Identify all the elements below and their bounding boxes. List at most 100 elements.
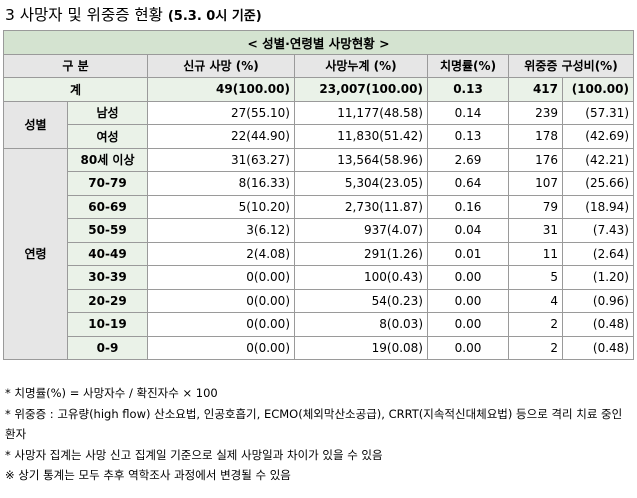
age-row-label: 10-19 bbox=[67, 312, 148, 337]
cum-deaths-cell: 13,564(58.96) bbox=[294, 147, 428, 172]
title-main: 3 사망자 및 위중증 현황 bbox=[5, 6, 163, 24]
fatality-cell: 2.69 bbox=[427, 147, 509, 172]
sex-row: 성별 남성 27(55.10) 11,177(48.58) 0.14 239 (57.31) bbox=[3, 100, 634, 149]
header-group: 구 분 bbox=[3, 53, 148, 78]
death-stats-table: < 성별·연령별 사망현황 > 구 분 신규 사망 (%) 사망누계 (%) 치… bbox=[3, 30, 634, 360]
cum-deaths-cell: 11,177(48.58) bbox=[294, 100, 428, 125]
sex-row: 여성 22(44.90) 11,830(51.42) 0.13 178 (42.69) bbox=[4, 124, 634, 149]
age-row: 20-29 0(0.00) 54(0.23) 0.00 4 (0.96) bbox=[4, 288, 634, 313]
critical-pct-cell: (25.66) bbox=[562, 171, 634, 196]
critical-count-cell: 11 bbox=[508, 241, 563, 266]
total-row: 계 49(100.00) 23,007(100.00) 0.13 417 (10… bbox=[3, 77, 634, 102]
total-label: 계 bbox=[3, 77, 148, 102]
critical-count-cell: 5 bbox=[508, 265, 563, 290]
age-row-label: 50-59 bbox=[67, 218, 148, 243]
critical-pct-cell: (1.20) bbox=[562, 265, 634, 290]
age-row: 30-39 0(0.00) 100(0.43) 0.00 5 (1.20) bbox=[4, 265, 634, 290]
footnote: ※ 상기 통계는 모두 추후 역학조사 과정에서 변경될 수 있음 bbox=[5, 468, 291, 482]
new-deaths-cell: 22(44.90) bbox=[147, 124, 295, 149]
critical-pct-cell: (42.69) bbox=[562, 124, 634, 149]
page-title: 3 사망자 및 위중증 현황 (5.3. 0시 기준) bbox=[5, 3, 262, 27]
critical-count-cell: 107 bbox=[508, 171, 563, 196]
total-new: 49(100.00) bbox=[147, 77, 295, 102]
cum-deaths-cell: 937(4.07) bbox=[294, 218, 428, 243]
age-row: 40-49 2(4.08) 291(1.26) 0.01 11 (2.64) bbox=[4, 241, 634, 266]
cum-deaths-cell: 11,830(51.42) bbox=[294, 124, 428, 149]
total-critical-count: 417 bbox=[508, 77, 563, 102]
fatality-cell: 0.04 bbox=[427, 218, 509, 243]
table-header-row: 구 분 신규 사망 (%) 사망누계 (%) 치명률(%) 위중증 구성비(%) bbox=[3, 53, 634, 78]
age-row: 50-59 3(6.12) 937(4.07) 0.04 31 (7.43) bbox=[4, 218, 634, 243]
header-fatality: 치명률(%) bbox=[427, 53, 509, 78]
cum-deaths-cell: 100(0.43) bbox=[294, 265, 428, 290]
critical-pct-cell: (0.96) bbox=[562, 288, 634, 313]
age-group-label: 연령 bbox=[3, 147, 68, 360]
fatality-cell: 0.14 bbox=[427, 100, 509, 125]
age-row: 연령 80세 이상 31(63.27) 13,564(58.96) 2.69 176 (42… bbox=[3, 147, 634, 360]
new-deaths-cell: 5(10.20) bbox=[147, 194, 295, 219]
header-critical: 위중증 구성비(%) bbox=[508, 53, 634, 78]
cum-deaths-cell: 19(0.08) bbox=[294, 335, 428, 360]
critical-pct-cell: (18.94) bbox=[562, 194, 634, 219]
critical-pct-cell: (42.21) bbox=[562, 147, 634, 172]
new-deaths-cell: 31(63.27) bbox=[147, 147, 295, 172]
age-row: 70-79 8(16.33) 5,304(23.05) 0.64 107 (25.66) bbox=[4, 171, 634, 196]
footnote: * 치명률(%) = 사망자수 / 확진자수 × 100 bbox=[5, 386, 218, 400]
new-deaths-cell: 0(0.00) bbox=[147, 265, 295, 290]
sex-group-label: 성별 bbox=[3, 100, 68, 149]
age-row-label: 20-29 bbox=[67, 288, 148, 313]
new-deaths-cell: 8(16.33) bbox=[147, 171, 295, 196]
fatality-cell: 0.00 bbox=[427, 265, 509, 290]
table-caption: < 성별·연령별 사망현황 > bbox=[3, 30, 634, 55]
new-deaths-cell: 27(55.10) bbox=[147, 100, 295, 125]
footnote: * 사망자 집계는 사망 신고 집계일 기준으로 실제 사망일과 차이가 있을 … bbox=[5, 447, 383, 462]
critical-count-cell: 176 bbox=[508, 147, 563, 172]
fatality-cell: 0.00 bbox=[427, 312, 509, 337]
footnotes: * 치명률(%) = 사망자수 / 확진자수 × 100 * 위중증 : 고유량… bbox=[5, 383, 633, 486]
age-row: 10-19 0(0.00) 8(0.03) 0.00 2 (0.48) bbox=[4, 312, 634, 337]
fatality-cell: 0.64 bbox=[427, 171, 509, 196]
age-row-label: 30-39 bbox=[67, 265, 148, 290]
age-row-label: 40-49 bbox=[67, 241, 148, 266]
critical-pct-cell: (7.43) bbox=[562, 218, 634, 243]
cum-deaths-cell: 291(1.26) bbox=[294, 241, 428, 266]
title-date: (5.3. 0시 기준) bbox=[167, 9, 262, 24]
fatality-cell: 0.00 bbox=[427, 288, 509, 313]
critical-count-cell: 2 bbox=[508, 312, 563, 337]
new-deaths-cell: 0(0.00) bbox=[147, 335, 295, 360]
fatality-cell: 0.13 bbox=[427, 124, 509, 149]
age-row-label: 0-9 bbox=[67, 335, 148, 360]
new-deaths-cell: 0(0.00) bbox=[147, 312, 295, 337]
new-deaths-cell: 2(4.08) bbox=[147, 241, 295, 266]
footnote: * 위중증 : 고유량(high flow) 산소요법, 인공호흡기, ECMO… bbox=[5, 406, 623, 442]
cum-deaths-cell: 5,304(23.05) bbox=[294, 171, 428, 196]
total-critical-pct: (100.00) bbox=[562, 77, 634, 102]
critical-count-cell: 4 bbox=[508, 288, 563, 313]
cum-deaths-cell: 8(0.03) bbox=[294, 312, 428, 337]
cum-deaths-cell: 2,730(11.87) bbox=[294, 194, 428, 219]
fatality-cell: 0.01 bbox=[427, 241, 509, 266]
critical-count-cell: 79 bbox=[508, 194, 563, 219]
table-caption-row: < 성별·연령별 사망현황 > bbox=[3, 30, 634, 55]
critical-count-cell: 31 bbox=[508, 218, 563, 243]
critical-pct-cell: (0.48) bbox=[562, 335, 634, 360]
total-cum: 23,007(100.00) bbox=[294, 77, 428, 102]
total-fatality: 0.13 bbox=[427, 77, 509, 102]
age-row-label: 70-79 bbox=[67, 171, 148, 196]
fatality-cell: 0.16 bbox=[427, 194, 509, 219]
age-row-label: 80세 이상 bbox=[67, 147, 148, 172]
header-cum-deaths: 사망누계 (%) bbox=[294, 53, 428, 78]
header-new-deaths: 신규 사망 (%) bbox=[147, 53, 295, 78]
sex-row-label: 여성 bbox=[67, 124, 148, 149]
critical-count-cell: 178 bbox=[508, 124, 563, 149]
critical-count-cell: 239 bbox=[508, 100, 563, 125]
critical-pct-cell: (57.31) bbox=[562, 100, 634, 125]
age-row: 0-9 0(0.00) 19(0.08) 0.00 2 (0.48) bbox=[4, 335, 634, 360]
critical-pct-cell: (0.48) bbox=[562, 312, 634, 337]
sex-row-label: 남성 bbox=[67, 100, 148, 125]
fatality-cell: 0.00 bbox=[427, 335, 509, 360]
cum-deaths-cell: 54(0.23) bbox=[294, 288, 428, 313]
new-deaths-cell: 3(6.12) bbox=[147, 218, 295, 243]
new-deaths-cell: 0(0.00) bbox=[147, 288, 295, 313]
age-row: 60-69 5(10.20) 2,730(11.87) 0.16 79 (18.94) bbox=[4, 194, 634, 219]
